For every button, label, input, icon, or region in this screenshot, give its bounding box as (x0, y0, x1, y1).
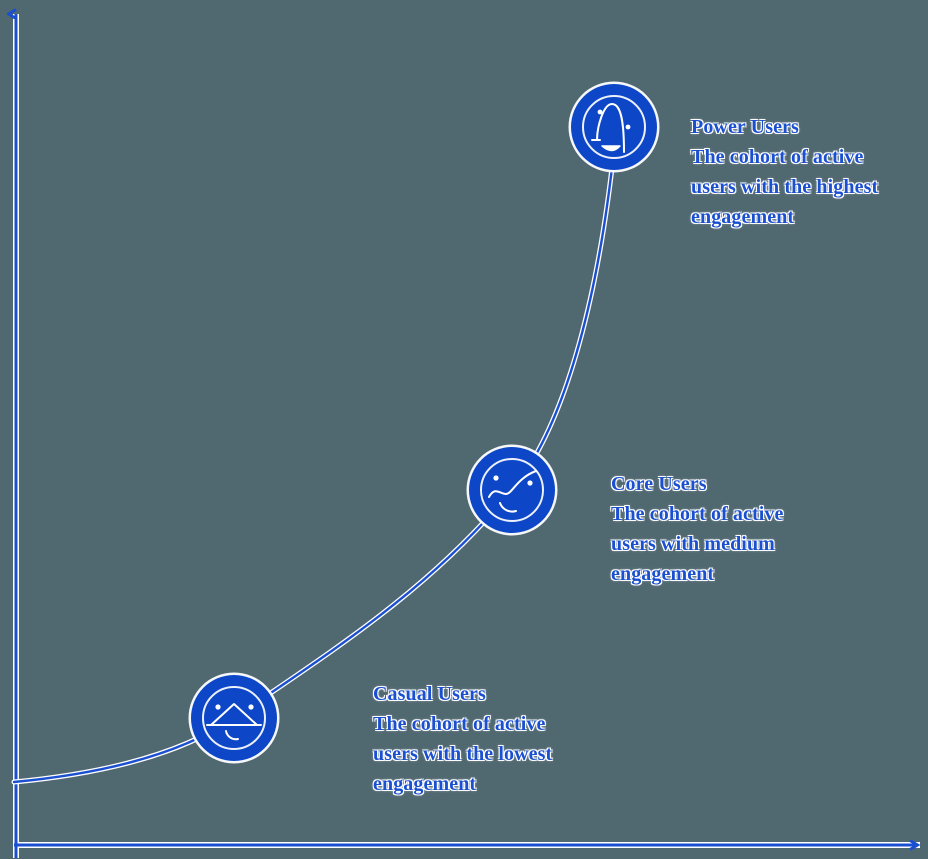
power-users-title: Power Users (691, 116, 799, 138)
label-core-users: Core Users The cohort of active users wi… (611, 469, 826, 589)
face-wave-high-icon (582, 95, 646, 159)
core-users-desc-line-1: The cohort of active (611, 503, 784, 525)
casual-users-title: Casual Users (373, 683, 486, 705)
face-peak-low-icon (202, 686, 266, 750)
power-users-desc-line-3: engagement (691, 206, 795, 228)
label-casual-users: Casual Users The cohort of active users … (373, 679, 588, 799)
label-power-users: Power Users The cohort of active users w… (691, 112, 923, 232)
power-users-desc-line-1: The cohort of active (691, 146, 864, 168)
growth-curve-group (11, 147, 617, 785)
axes-group (14, 14, 920, 858)
node-power[interactable] (568, 81, 660, 173)
face-wave-medium-icon (480, 458, 544, 522)
node-casual[interactable] (188, 672, 280, 764)
node-core[interactable] (466, 444, 558, 536)
growth-curve-line (12, 148, 616, 784)
casual-users-desc-line-3: engagement (373, 773, 477, 795)
core-users-desc-line-3: engagement (611, 563, 715, 585)
casual-users-desc-line-2: users with the lowest (373, 743, 553, 765)
core-users-title: Core Users (611, 473, 707, 495)
power-users-desc-line-2: users with the highest (691, 176, 879, 198)
casual-users-desc-line-1: The cohort of active (373, 713, 546, 735)
core-users-desc-line-2: users with medium (611, 533, 775, 555)
